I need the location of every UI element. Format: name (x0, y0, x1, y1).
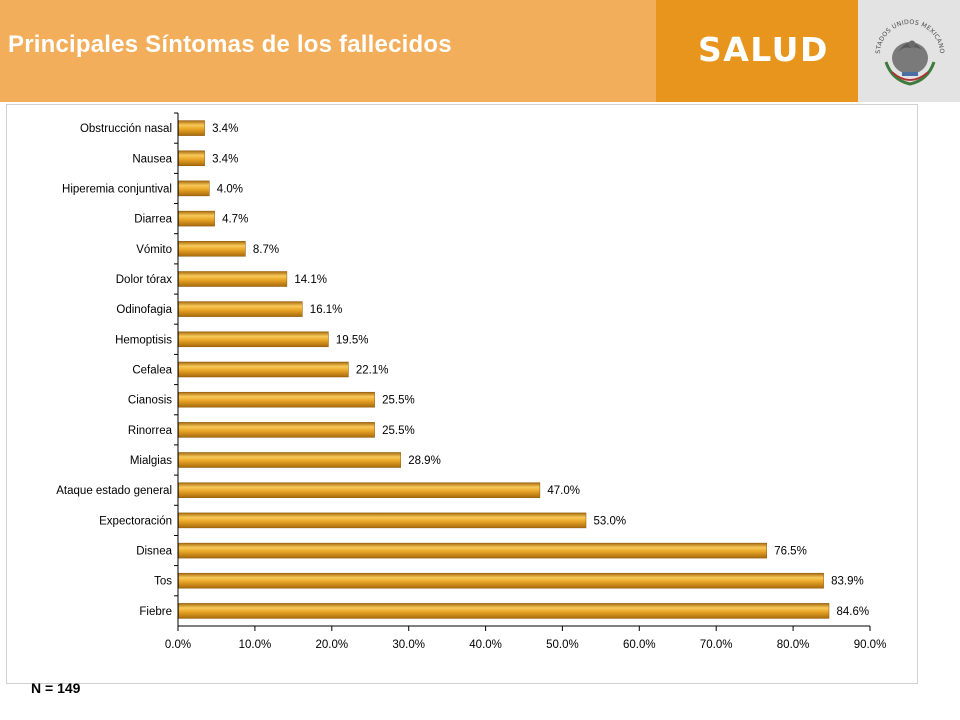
category-label: Diarrea (134, 214, 172, 226)
bar (178, 542, 767, 559)
bar (178, 603, 830, 619)
x-tick-label: 0.0% (165, 639, 191, 651)
bar-chart: Obstrucción nasal 3.4% Nausea 3.4% Hiperemia… (56, 112, 887, 651)
category-label: Mialgias (130, 455, 172, 467)
data-label: 25.5% (382, 425, 415, 437)
data-label: 76.5% (774, 546, 807, 558)
data-label: 3.4% (212, 153, 238, 165)
x-tick-label: 20.0% (315, 639, 348, 651)
bar (178, 391, 375, 408)
x-tick-label: 10.0% (239, 639, 272, 651)
bar (178, 180, 210, 197)
bar (178, 361, 349, 378)
bar (178, 271, 288, 287)
data-label: 19.5% (336, 334, 369, 346)
bar (178, 331, 329, 348)
bar (178, 150, 205, 167)
data-label: 22.1% (356, 365, 389, 377)
category-label: Cefalea (132, 365, 172, 377)
data-label: 84.6% (837, 606, 870, 618)
category-label: Odinofagia (116, 304, 172, 316)
category-label: Disnea (136, 546, 172, 558)
category-label: Hemoptisis (115, 334, 172, 346)
x-tick-label: 60.0% (623, 639, 656, 651)
category-label: Obstrucción nasal (80, 123, 172, 135)
data-label: 4.7% (222, 214, 248, 226)
bar (178, 120, 205, 136)
category-label: Vómito (136, 244, 172, 256)
category-label: Dolor tórax (116, 274, 172, 286)
category-label: Ataque estado general (56, 485, 172, 497)
bar (178, 241, 246, 257)
data-label: 16.1% (310, 304, 343, 316)
data-label: 83.9% (831, 576, 864, 588)
header-title-band: Principales Síntomas de los fallecidos (0, 0, 656, 102)
data-label: 28.9% (408, 455, 441, 467)
x-tick-label: 40.0% (469, 639, 502, 651)
data-label: 8.7% (253, 244, 279, 256)
bar (178, 452, 401, 468)
bar (178, 301, 303, 317)
category-label: Cianosis (128, 395, 172, 407)
header-brand-band (656, 0, 858, 102)
salud-logo: SALUD (698, 30, 829, 69)
category-label: Rinorrea (128, 425, 173, 437)
bar (178, 210, 215, 227)
x-tick-label: 90.0% (854, 639, 887, 651)
x-tick-label: 50.0% (546, 639, 579, 651)
bar (178, 512, 587, 529)
data-label: 4.0% (217, 183, 243, 195)
data-label: 14.1% (294, 274, 327, 286)
x-tick-label: 80.0% (777, 639, 810, 651)
category-label: Hiperemia conjuntival (62, 183, 172, 195)
data-label: 53.0% (594, 515, 627, 527)
page-title: Principales Síntomas de los fallecidos (8, 31, 452, 58)
category-label: Fiebre (139, 606, 172, 618)
data-label: 47.0% (547, 485, 580, 497)
category-label: Nausea (132, 153, 172, 165)
data-label: 3.4% (212, 123, 238, 135)
header: Principales Síntomas de los fallecidos S… (0, 0, 960, 102)
chart-frame: Obstrucción nasal 3.4% Nausea 3.4% Hiperemia… (6, 104, 918, 684)
category-label: Expectoración (99, 515, 172, 527)
category-label: Tos (154, 576, 172, 588)
bar (178, 422, 375, 438)
x-tick-label: 70.0% (700, 639, 733, 651)
sample-size-label: N = 149 (31, 680, 81, 696)
data-label: 25.5% (382, 395, 415, 407)
mexico-seal-icon: ESTADOS UNIDOS MEXICANOS (872, 12, 945, 86)
bar (178, 572, 824, 589)
bar (178, 482, 541, 498)
x-tick-label: 30.0% (392, 639, 425, 651)
